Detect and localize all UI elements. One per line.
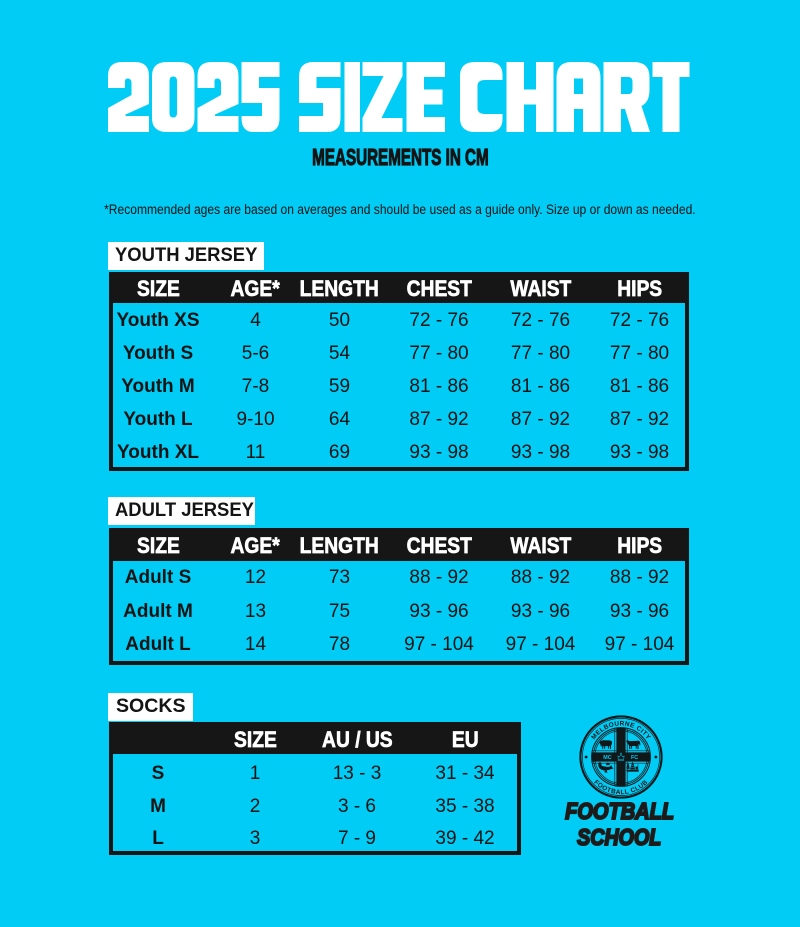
svg-text:FC: FC xyxy=(631,755,638,761)
svg-text:MC: MC xyxy=(603,755,611,761)
